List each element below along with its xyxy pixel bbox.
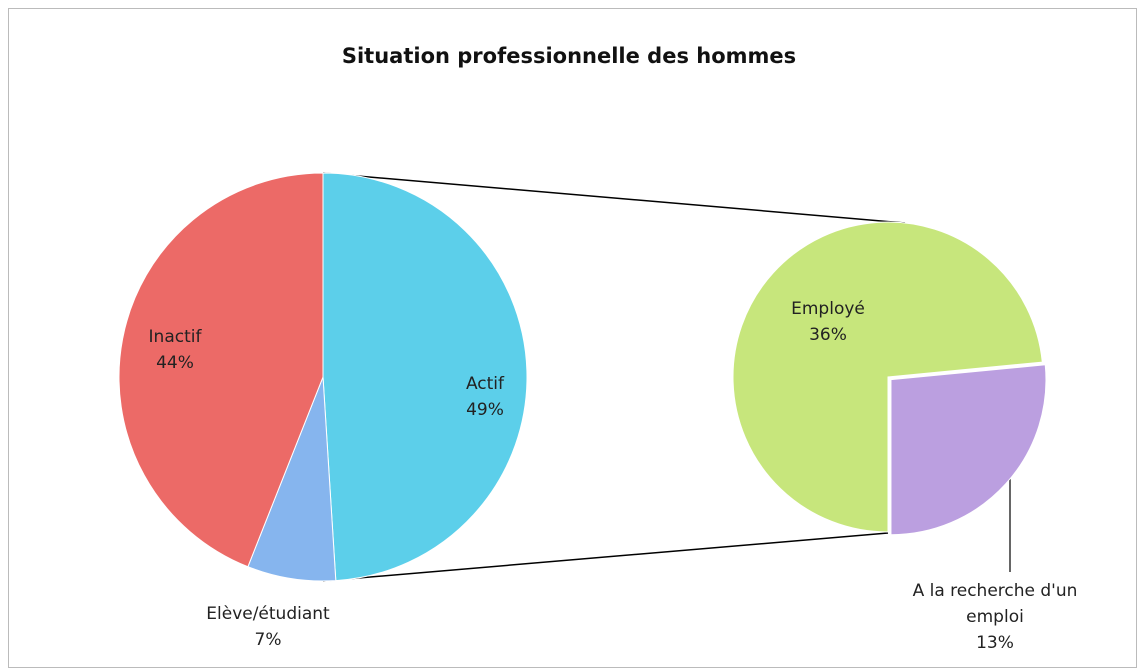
value-label: 36% xyxy=(809,325,847,345)
connector xyxy=(322,532,889,582)
category-label: Actif xyxy=(465,374,505,394)
pie-slice xyxy=(322,172,528,582)
value-label: 49% xyxy=(466,400,504,420)
data-label: Actif 49% xyxy=(385,371,585,423)
pie-slice xyxy=(732,221,1043,533)
category-label: Employé xyxy=(791,299,865,319)
data-label: Employé 36% xyxy=(728,296,928,348)
category-label: A la recherche d'un emploi xyxy=(912,581,1078,627)
connector xyxy=(322,172,906,224)
data-label: Inactif 44% xyxy=(75,324,275,376)
pie-slice xyxy=(890,364,1047,536)
value-label: 13% xyxy=(976,633,1014,653)
pie-slice xyxy=(118,172,324,568)
category-label: Inactif xyxy=(148,327,202,347)
data-label: Elève/étudiant 7% xyxy=(168,601,368,653)
value-label: 7% xyxy=(254,630,282,650)
chart-title: Situation professionnelle des hommes xyxy=(341,44,797,68)
value-label: 44% xyxy=(156,353,194,373)
data-label: A la recherche d'un emploi 13% xyxy=(885,578,1105,656)
category-label: Elève/étudiant xyxy=(206,604,330,624)
